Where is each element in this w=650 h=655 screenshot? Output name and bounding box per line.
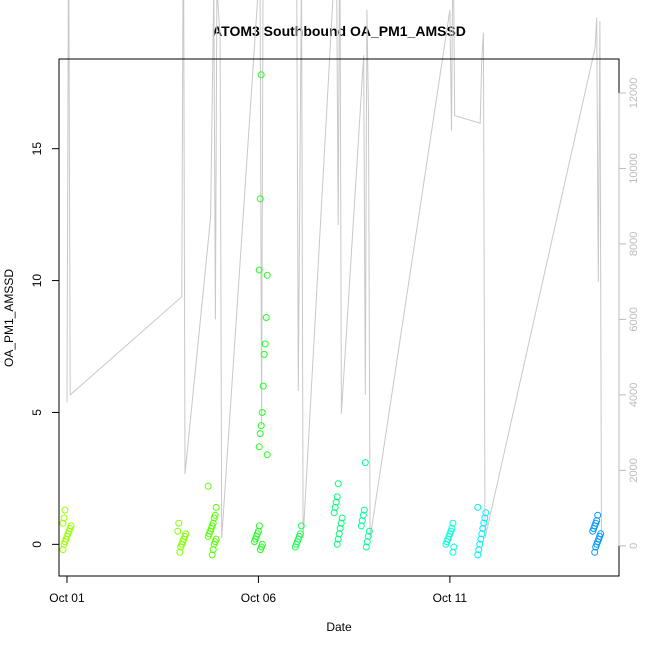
data-point xyxy=(263,451,271,459)
data-point xyxy=(334,480,342,488)
data-point xyxy=(258,409,266,416)
data-point xyxy=(212,535,220,543)
data-point xyxy=(212,503,220,511)
data-point xyxy=(175,519,183,527)
data-point xyxy=(59,546,67,554)
data-point xyxy=(333,493,341,501)
data-point xyxy=(476,540,484,548)
y2-tick-label: 0 xyxy=(628,543,640,549)
data-point xyxy=(297,522,305,530)
y-tick-label: 0 xyxy=(30,541,44,548)
data-point xyxy=(360,506,368,514)
data-point xyxy=(481,514,489,522)
data-point xyxy=(594,511,602,519)
data-point xyxy=(593,517,601,525)
data-point xyxy=(174,527,182,535)
data-point xyxy=(262,314,270,321)
data-point xyxy=(448,525,456,532)
data-point xyxy=(474,551,482,559)
data-point xyxy=(364,532,372,540)
y2-tick-label: 2000 xyxy=(628,458,640,482)
data-point xyxy=(209,546,217,554)
data-point xyxy=(332,498,340,506)
data-point xyxy=(338,514,346,522)
y-axis-label: OA_PM1_AMSSD xyxy=(2,269,16,367)
data-point xyxy=(211,511,219,519)
x-tick-label: Oct 06 xyxy=(241,591,277,605)
data-point xyxy=(597,530,605,538)
data-point xyxy=(330,509,338,517)
data-point xyxy=(256,195,264,203)
data-point xyxy=(176,548,184,556)
secondary-series-line xyxy=(66,0,602,539)
data-point xyxy=(358,517,366,525)
data-point xyxy=(258,540,266,548)
data-point xyxy=(254,527,262,535)
data-points xyxy=(59,71,605,559)
data-point xyxy=(450,543,458,551)
data-point xyxy=(337,519,345,527)
data-point xyxy=(60,514,68,522)
data-point xyxy=(480,519,488,527)
y-tick-label: 5 xyxy=(30,409,44,416)
y2-tick-label: 10000 xyxy=(628,153,640,184)
x-tick-label: Oct 11 xyxy=(433,591,468,605)
data-point xyxy=(67,522,75,530)
axes: 0 5 10 15 0 2000 4000 6000 8000 10000 12000 Oct 01 O… xyxy=(30,58,640,605)
data-point xyxy=(263,271,271,279)
data-point xyxy=(474,503,482,511)
data-point xyxy=(591,548,599,556)
y2-tick-label: 6000 xyxy=(628,307,640,331)
data-point xyxy=(479,525,487,532)
data-point xyxy=(365,527,373,535)
data-point xyxy=(357,522,365,530)
y2-tick-label: 4000 xyxy=(628,383,640,407)
y2-tick-label: 12000 xyxy=(628,78,640,109)
data-point xyxy=(336,525,344,532)
data-point xyxy=(209,519,217,527)
data-point xyxy=(478,530,486,538)
data-point xyxy=(255,443,263,451)
data-point xyxy=(61,506,69,514)
data-point xyxy=(333,540,341,548)
y-tick-label: 15 xyxy=(30,142,44,156)
data-point xyxy=(477,535,485,543)
y2-tick-label: 8000 xyxy=(628,232,640,256)
data-point xyxy=(449,548,457,556)
data-point xyxy=(361,459,369,467)
data-point xyxy=(449,519,457,527)
data-point xyxy=(256,430,264,438)
data-point xyxy=(204,482,212,490)
data-point xyxy=(335,530,343,538)
data-point xyxy=(362,543,370,551)
data-point xyxy=(255,266,263,274)
data-point xyxy=(296,530,304,538)
data-point xyxy=(208,551,216,559)
data-point xyxy=(257,422,265,430)
data-point xyxy=(59,519,67,527)
secondary-series xyxy=(66,0,602,539)
data-point xyxy=(261,340,269,348)
data-point xyxy=(475,546,483,554)
data-point xyxy=(334,535,342,543)
data-point xyxy=(182,530,190,538)
data-point xyxy=(255,522,263,530)
x-axis-label: Date xyxy=(326,620,352,634)
data-point xyxy=(482,509,490,517)
data-point xyxy=(359,511,367,519)
data-point xyxy=(257,71,265,79)
data-point xyxy=(260,350,268,358)
data-point xyxy=(363,538,371,546)
data-point xyxy=(331,503,339,511)
y-tick-label: 10 xyxy=(30,274,44,288)
data-point xyxy=(259,382,267,390)
x-tick-label: Oct 01 xyxy=(49,591,85,605)
